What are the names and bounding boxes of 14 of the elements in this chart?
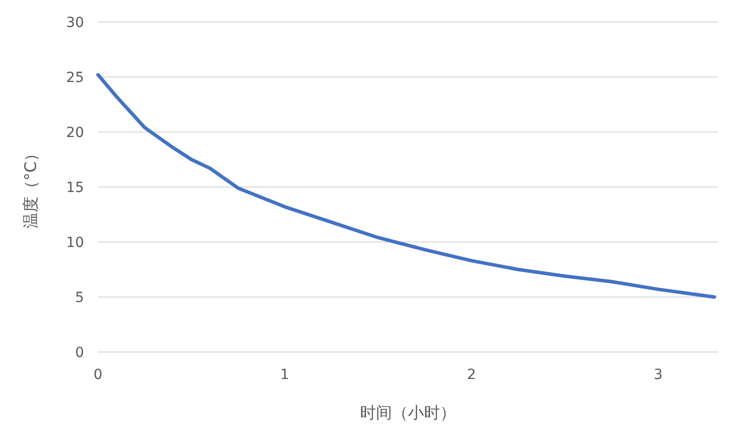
y-tick-label: 5: [75, 290, 84, 306]
y-tick-label: 10: [66, 235, 84, 251]
line-series: [96, 73, 716, 299]
y-tick-label: 15: [66, 180, 84, 196]
y-tick-label: 25: [66, 70, 84, 86]
x-axis-title: 时间（小时）: [360, 403, 456, 422]
x-tick-label: 0: [94, 367, 102, 383]
x-tick-label: 3: [654, 367, 663, 383]
y-axis-title: 温度（°C）: [21, 145, 40, 229]
x-tick-label: 2: [467, 367, 476, 383]
y-tick-label: 30: [66, 15, 84, 31]
y-tick-label: 0: [75, 345, 84, 361]
x-tick-label: 1: [280, 367, 290, 383]
y-tick-label: 20: [66, 125, 84, 141]
